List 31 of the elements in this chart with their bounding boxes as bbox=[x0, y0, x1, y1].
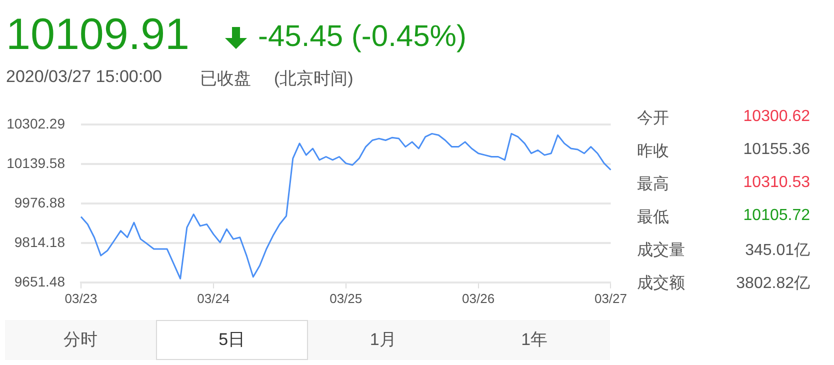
text: 最低 bbox=[637, 208, 669, 228]
chart-title: 10109.91 bbox=[6, 10, 190, 60]
text: 1月 bbox=[368, 329, 398, 351]
y-tick-label: 10302.29 bbox=[6, 115, 66, 132]
text: 10155.36 bbox=[743, 141, 810, 159]
x-tick-label: 03/24 bbox=[197, 290, 230, 306]
text: 10300.62 bbox=[743, 108, 810, 126]
text: 1年 bbox=[520, 329, 549, 351]
text: 345.01亿 bbox=[745, 241, 810, 261]
x-tick-label: 03/26 bbox=[462, 290, 495, 306]
text: 10105.72 bbox=[743, 207, 810, 225]
text: 今开 bbox=[637, 109, 669, 129]
text: 最高 bbox=[637, 174, 669, 195]
chart-subtitle: -45.45 (-0.45%) bbox=[258, 20, 466, 54]
text: 10310.53 bbox=[743, 174, 810, 192]
text: 成交额 bbox=[637, 274, 685, 294]
text: 5日 bbox=[156, 320, 308, 360]
text: 分时 bbox=[62, 329, 99, 351]
y-tick-label: 10139.58 bbox=[6, 154, 66, 171]
text: 成交量 bbox=[637, 240, 685, 261]
y-tick-label: 9976.88 bbox=[14, 194, 66, 210]
x-tick-label: 03/25 bbox=[330, 290, 362, 306]
text: 2020/03/27 15:00:00 bbox=[6, 67, 162, 87]
y-tick-label: 9651.48 bbox=[14, 273, 66, 290]
text: 已收盘 bbox=[200, 68, 251, 90]
x-tick-label: 03/27 bbox=[594, 290, 628, 306]
x-tick-label: 03/23 bbox=[64, 290, 98, 306]
y-tick-label: 9814.18 bbox=[14, 234, 66, 250]
text: (北京时间) bbox=[274, 68, 354, 90]
text: 昨收 bbox=[637, 142, 669, 162]
text: 3802.82亿 bbox=[736, 274, 810, 294]
